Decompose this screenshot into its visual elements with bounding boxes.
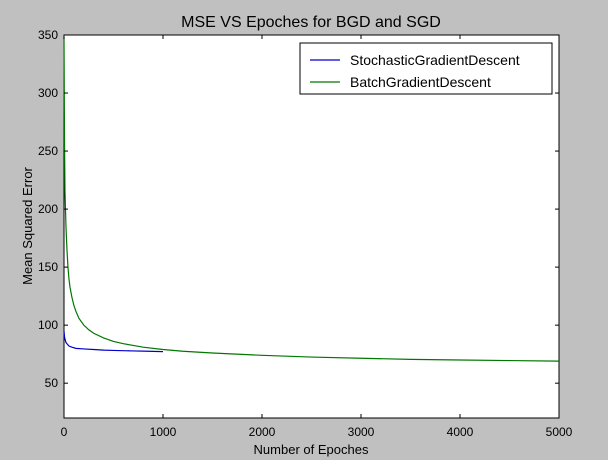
legend-label-batch: BatchGradientDescent [350,74,491,90]
x-tick-label: 0 [61,425,68,439]
series-layer [63,37,560,362]
legend-box [299,42,553,95]
x-tick-label: 2000 [249,425,276,439]
y-tick-label: 250 [38,144,58,158]
ticks-layer: 0 1000 2000 3000 4000 5000 50 100 150 200 250 300 35… [38,28,573,439]
legend: StochasticGradientDescent BatchGradientD… [299,42,553,95]
x-tick-label: 4000 [447,425,474,439]
x-tick-label: 3000 [348,425,375,439]
y-axis-label: Mean Squared Error [20,166,35,284]
legend-label-stochastic: StochasticGradientDescent [350,52,520,68]
x-axis-label: Number of Epoches [254,442,369,457]
x-tick-label: 1000 [150,425,177,439]
y-tick-label: 150 [38,260,58,274]
series-line-batch [63,37,560,362]
y-tick-label: 200 [38,202,58,216]
series-line-stochastic [63,330,164,353]
x-tick-label: 5000 [546,425,573,439]
plot-area [63,34,560,419]
y-tick-label: 100 [38,318,58,332]
y-tick-label: 350 [38,28,58,42]
chart-title: MSE VS Epoches for BGD and SGD [181,14,441,31]
y-tick-label: 50 [45,376,59,390]
y-tick-label: 300 [38,86,58,100]
